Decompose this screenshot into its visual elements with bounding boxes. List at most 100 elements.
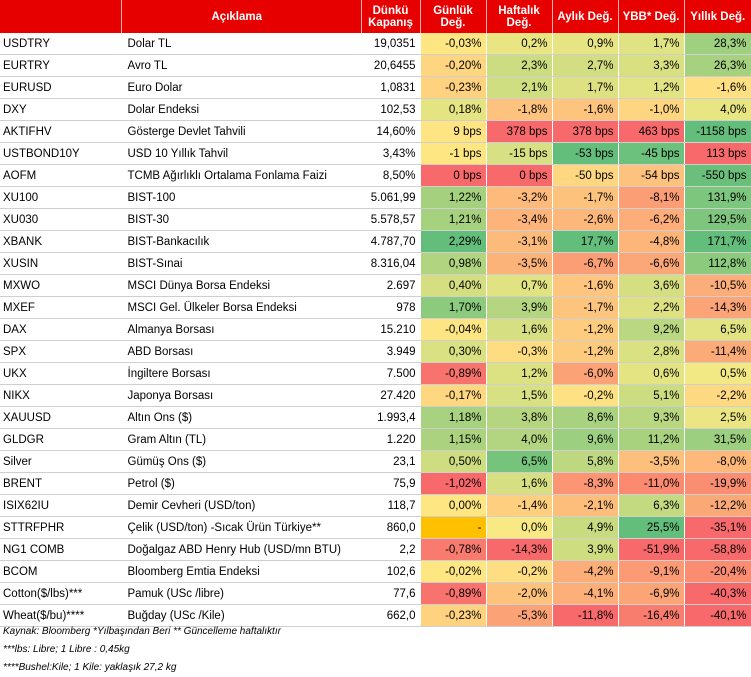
close-value: 8,50% xyxy=(361,164,421,187)
monthly-change: 9,6% xyxy=(552,428,619,451)
table-row: AOFM TCMB Ağırlıklı Ortalama Fonlama Faiz… xyxy=(0,164,751,187)
ytd-change: -6,9% xyxy=(618,582,685,605)
ytd-change: 9,3% xyxy=(618,406,685,429)
close-value: 118,7 xyxy=(361,494,421,517)
instrument-code: XAUUSD xyxy=(0,406,122,429)
footnotes: Kaynak: Bloomberg *Yılbaşından Beri ** G… xyxy=(0,623,751,677)
instrument-code: XUSIN xyxy=(0,252,122,275)
monthly-change: -2,6% xyxy=(552,208,619,231)
table-row: UKX İngiltere Borsası 7.500 -0,89% 1,2% -6,0%… xyxy=(0,362,751,385)
close-value: 20,6455 xyxy=(361,54,421,77)
weekly-change: 2,1% xyxy=(486,76,553,99)
instrument-code: MXEF xyxy=(0,296,122,319)
instrument-code: AKTIFHV xyxy=(0,120,122,143)
header-row: Açıklama Dünkü Kapanış Günlük Değ. Hafta… xyxy=(0,0,751,33)
daily-change: 0,40% xyxy=(420,274,487,297)
instrument-description: Almanya Borsası xyxy=(121,318,362,341)
yearly-change: -1158 bps xyxy=(684,120,751,143)
instrument-description: ABD Borsası xyxy=(121,340,362,363)
weekly-change: -0,3% xyxy=(486,340,553,363)
monthly-change: 17,7% xyxy=(552,230,619,253)
close-value: 860,0 xyxy=(361,516,421,539)
daily-change: -0,02% xyxy=(420,560,487,583)
header-daily: Günlük Değ. xyxy=(420,0,487,33)
instrument-description: BIST-Sınai xyxy=(121,252,362,275)
close-value: 3,43% xyxy=(361,142,421,165)
header-ytd: YBB* Değ. xyxy=(618,0,685,33)
instrument-code: DAX xyxy=(0,318,122,341)
table-row: USTBOND10Y USD 10 Yıllık Tahvil 3,43% -1 bp… xyxy=(0,142,751,165)
instrument-description: TCMB Ağırlıklı Ortalama Fonlama Faizi xyxy=(121,164,362,187)
close-value: 3.949 xyxy=(361,340,421,363)
table-row: SPX ABD Borsası 3.949 0,30% -0,3% -1,2% 2,8% -1… xyxy=(0,340,751,363)
daily-change: -0,03% xyxy=(420,33,487,55)
daily-change: -0,23% xyxy=(420,604,487,627)
weekly-change: -2,0% xyxy=(486,582,553,605)
instrument-code: ISIX62IU xyxy=(0,494,122,517)
ytd-change: -11,0% xyxy=(618,472,685,495)
yearly-change: 2,5% xyxy=(684,406,751,429)
yearly-change: -2,2% xyxy=(684,384,751,407)
instrument-code: Silver xyxy=(0,450,122,473)
monthly-change: -11,8% xyxy=(552,604,619,627)
close-value: 1.220 xyxy=(361,428,421,451)
weekly-change: 6,5% xyxy=(486,450,553,473)
yearly-change: 129,5% xyxy=(684,208,751,231)
monthly-change: -1,7% xyxy=(552,186,619,209)
table-row: XU100 BIST-100 5.061,99 1,22% -3,2% -1,7% -8,1… xyxy=(0,186,751,209)
instrument-code: NIKX xyxy=(0,384,122,407)
header-description: Açıklama xyxy=(121,0,362,33)
weekly-change: 1,6% xyxy=(486,472,553,495)
daily-change: -0,04% xyxy=(420,318,487,341)
table-row: DAX Almanya Borsası 15.210 -0,04% 1,6% -1,2% 9… xyxy=(0,318,751,341)
yearly-change: -10,5% xyxy=(684,274,751,297)
close-value: 1,0831 xyxy=(361,76,421,99)
footnote-bushel: ****Bushel:Kile; 1 Kile: yaklaşık 27,2 k… xyxy=(3,662,177,673)
ytd-change: -4,8% xyxy=(618,230,685,253)
instrument-description: Buğday (USc /Kile) xyxy=(121,604,362,627)
close-value: 27.420 xyxy=(361,384,421,407)
close-value: 19,0351 xyxy=(361,33,421,55)
instrument-code: GLDGR xyxy=(0,428,122,451)
ytd-change: 463 bps xyxy=(618,120,685,143)
daily-change: -0,89% xyxy=(420,582,487,605)
daily-change: -0,17% xyxy=(420,384,487,407)
monthly-change: -0,2% xyxy=(552,384,619,407)
ytd-change: 0,6% xyxy=(618,362,685,385)
instrument-description: Dolar Endeksi xyxy=(121,98,362,121)
weekly-change: -1,8% xyxy=(486,98,553,121)
weekly-change: 0,0% xyxy=(486,516,553,539)
footnote-source: Kaynak: Bloomberg *Yılbaşından Beri ** G… xyxy=(3,626,281,637)
yearly-change: -8,0% xyxy=(684,450,751,473)
close-value: 1.993,4 xyxy=(361,406,421,429)
instrument-code: DXY xyxy=(0,98,122,121)
daily-change: 0,50% xyxy=(420,450,487,473)
weekly-change: 0,7% xyxy=(486,274,553,297)
monthly-change: 4,9% xyxy=(552,516,619,539)
daily-change: -0,89% xyxy=(420,362,487,385)
close-value: 4.787,70 xyxy=(361,230,421,253)
instrument-description: MSCI Gel. Ülkeler Borsa Endeksi xyxy=(121,296,362,319)
instrument-description: Bloomberg Emtia Endeksi xyxy=(121,560,362,583)
instrument-description: Gösterge Devlet Tahvili xyxy=(121,120,362,143)
weekly-change: -3,4% xyxy=(486,208,553,231)
instrument-description: BIST-30 xyxy=(121,208,362,231)
instrument-description: BIST-Bankacılık xyxy=(121,230,362,253)
market-summary-table-container: Açıklama Dünkü Kapanış Günlük Değ. Hafta… xyxy=(0,0,751,627)
daily-change: 1,22% xyxy=(420,186,487,209)
yearly-change: -11,4% xyxy=(684,340,751,363)
yearly-change: 171,7% xyxy=(684,230,751,253)
yearly-change: 31,5% xyxy=(684,428,751,451)
yearly-change: -19,9% xyxy=(684,472,751,495)
close-value: 15.210 xyxy=(361,318,421,341)
weekly-change: -1,4% xyxy=(486,494,553,517)
instrument-description: Doğalgaz ABD Henry Hub (USD/mn BTU) xyxy=(121,538,362,561)
daily-change: 0 bps xyxy=(420,164,487,187)
header-close: Dünkü Kapanış xyxy=(361,0,421,33)
table-row: XAUUSD Altın Ons ($) 1.993,4 1,18% 3,8% 8,6% 9… xyxy=(0,406,751,429)
weekly-change: -14,3% xyxy=(486,538,553,561)
daily-change: 1,21% xyxy=(420,208,487,231)
ytd-change: 2,8% xyxy=(618,340,685,363)
instrument-code: MXWO xyxy=(0,274,122,297)
instrument-code: BRENT xyxy=(0,472,122,495)
